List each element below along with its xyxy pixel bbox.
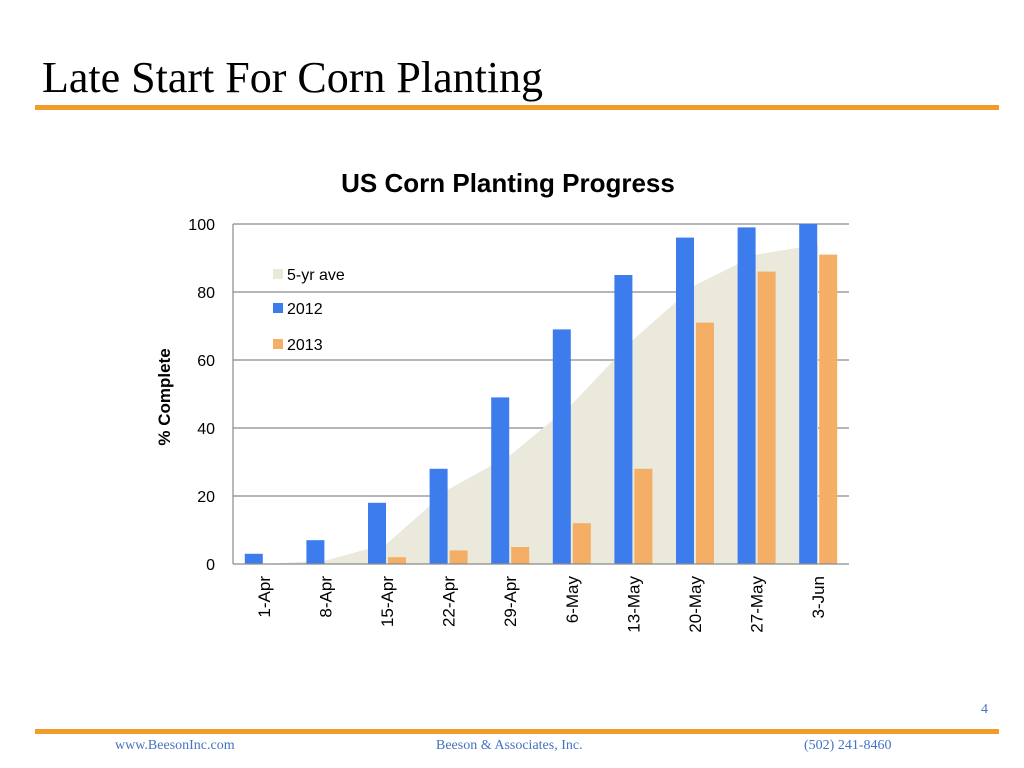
chart-title: US Corn Planting Progress [341,168,675,198]
legend: 5-yr ave 2012 2013 [273,267,345,354]
bar-2013-22-Apr [449,550,468,564]
footer-phone: (502) 241-8460 [804,738,892,753]
legend-swatch-5-yr ave [273,269,283,279]
bar-2012-22-Apr [429,468,448,564]
bar-2012-1-Apr [244,553,263,564]
legend-swatch-2012 [273,303,283,313]
x-tick-label: 15-Apr [378,576,397,627]
bar-2012-15-Apr [368,502,386,564]
y-tick-label: 40 [197,421,215,438]
bar-2012-13-May [614,275,633,564]
x-tick-label: 27-May [748,576,767,633]
legend-label-5-yr ave: 5-yr ave [287,267,345,284]
bar-2013-3-Jun [819,254,838,564]
y-tick-label: 60 [197,353,215,370]
y-tick-label: 80 [197,285,215,302]
title-divider [35,105,999,110]
bar-2012-29-Apr [491,397,510,564]
y-tick-label: 100 [188,217,215,234]
x-tick-label: 1-Apr [255,576,274,618]
bar-2012-6-May [552,329,571,564]
legend-swatch-2013 [273,339,283,349]
x-tick-label: 22-Apr [440,576,459,627]
legend-label-2013: 2013 [287,337,323,354]
bar-2012-20-May [676,237,694,564]
x-tick-label: 8-Apr [316,576,335,618]
x-tick-label: 20-May [686,576,705,633]
bar-2013-20-May [696,322,714,564]
x-tick-label: 29-Apr [501,576,520,627]
page-number: 4 [981,702,988,717]
legend-label-2012: 2012 [287,301,323,318]
bar-2013-27-May [757,271,776,564]
y-tick-label: 20 [197,489,215,506]
bar-2013-15-Apr [388,557,406,564]
bar-series-layer [244,224,838,564]
x-tick-label: 6-May [563,576,582,624]
bar-2013-29-Apr [511,547,530,564]
footer-divider [35,729,999,734]
y-axis-label: % Complete [155,348,174,445]
footer-company: Beeson & Associates, Inc. [436,738,583,753]
bar-2012-3-Jun [799,224,818,564]
footer-website[interactable]: www.BeesonInc.com [115,738,235,753]
axes: 0 20 40 60 80 100 1-Apr 8-Apr 15-Apr 22-Apr 29-Apr… [188,217,849,633]
x-tick-label: 3-Jun [809,576,828,619]
bar-2012-8-Apr [306,540,325,564]
bar-2013-13-May [634,468,653,564]
bar-2013-6-May [572,523,591,564]
y-tick-label: 0 [206,557,215,574]
slide-title: Late Start For Corn Planting [42,53,544,102]
x-tick-label: 13-May [624,576,643,633]
bar-2012-27-May [737,227,756,564]
